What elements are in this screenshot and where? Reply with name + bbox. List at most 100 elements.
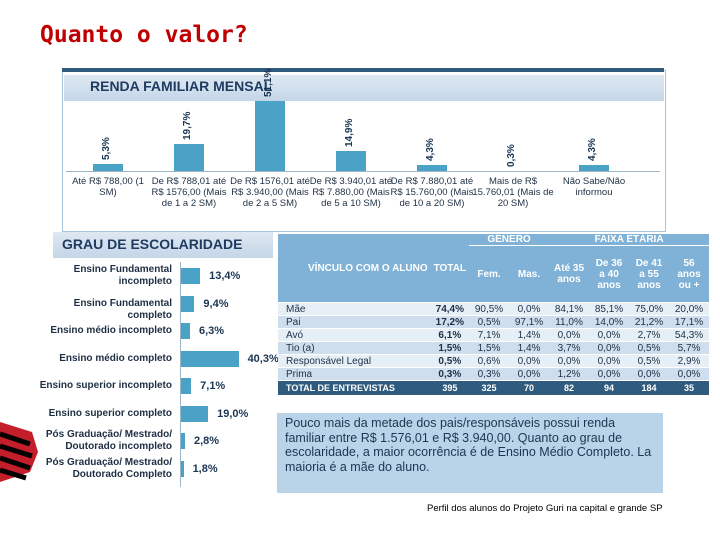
- slide-caption: Perfil dos alunos do Projeto Guri na cap…: [427, 503, 663, 514]
- table-header-vinculo: VÍNCULO COM O ALUNO: [278, 234, 431, 303]
- table-cell: 1,5%: [469, 341, 510, 355]
- income-bar: [417, 165, 447, 171]
- slide-title: Quanto o valor?: [40, 22, 248, 48]
- table-header-41-55: De 41 a 55 anos: [629, 245, 670, 303]
- table-cell: 0,5%: [629, 354, 670, 368]
- table-header-fem: Fem.: [469, 245, 510, 303]
- income-category-label: Mais de R$ 15.760,01 (Mais de 20 SM): [472, 176, 554, 209]
- education-bar-label: 6,3%: [199, 325, 225, 337]
- table-row: Avó 6,1% 7,1% 1,4% 0,0% 0,0% 2,7% 54,3%: [278, 328, 710, 342]
- table-cell: 1,5%: [430, 341, 470, 355]
- education-bar-label: 1,8%: [192, 462, 218, 475]
- table-header-56plus: 56 anos ou +: [669, 245, 710, 303]
- education-category-label: Ensino Fundamental completo: [73, 297, 172, 321]
- table-row-label: Mãe: [278, 302, 431, 316]
- table-cell: 0,0%: [589, 341, 630, 355]
- table-cell: 0,6%: [469, 354, 510, 368]
- table-row: Prima 0,3% 0,3% 0,0% 1,2% 0,0% 0,0% 0,0%: [278, 367, 710, 381]
- table-row-label: Pai: [278, 315, 431, 329]
- table-footer-cell: 35: [669, 380, 710, 396]
- table-header-total: TOTAL: [430, 234, 470, 303]
- income-bar-label: 4,3%: [587, 138, 598, 162]
- income-category-label: Até R$ 788,00 (1 SM): [72, 176, 144, 198]
- table-row-label: Responsável Legal: [278, 354, 431, 368]
- income-category-label: De R$ 788,01 até R$ 1576,00 (Mais de 1 a…: [151, 176, 227, 209]
- income-category-label: De R$ 3.940,01 até R$ 7.880,00 (Mais de …: [309, 176, 393, 209]
- education-bar: [181, 405, 209, 422]
- income-bar-label: 14,9%: [344, 118, 355, 147]
- table-cell: 17,1%: [669, 315, 710, 329]
- education-bar-label: 9,4%: [203, 297, 229, 310]
- logo-graphic: [0, 422, 38, 482]
- table-footer-cell: 82: [549, 380, 590, 396]
- income-bar-label: 4,3%: [425, 138, 436, 162]
- education-bar: [181, 433, 185, 449]
- table-cell: 21,2%: [629, 315, 670, 329]
- table-cell: 0,3%: [430, 367, 470, 381]
- table-cell: 84,1%: [549, 302, 590, 316]
- education-bar: [181, 268, 201, 284]
- education-category-label: Ensino superior completo: [48, 407, 172, 419]
- table-cell: 17,2%: [430, 315, 470, 329]
- table-cell: 74,4%: [430, 302, 470, 316]
- income-category-label: De R$ 7.880,01 até R$ 15.760,00 (Mais de…: [390, 176, 474, 209]
- table-cell: 1,4%: [509, 341, 550, 355]
- table-cell: 0,5%: [430, 354, 470, 368]
- table-cell: 0,0%: [589, 354, 630, 368]
- education-bar: [181, 460, 184, 477]
- table-cell: 2,9%: [669, 354, 710, 368]
- table-cell: 2,7%: [629, 328, 670, 342]
- table-cell: 1,2%: [549, 367, 590, 381]
- education-bar-label: 19,0%: [217, 407, 249, 420]
- table-cell: 75,0%: [629, 302, 670, 316]
- income-bar: [255, 101, 285, 171]
- table-cell: 90,5%: [469, 302, 510, 316]
- income-bar: [579, 165, 609, 171]
- income-category-label: Não Sabe/Não informou: [562, 176, 626, 198]
- table-footer-cell: 395: [430, 380, 470, 396]
- table-cell: 5,7%: [669, 341, 710, 355]
- income-chart-title: RENDA FAMILIAR MENSAL: [90, 78, 273, 94]
- education-chart-title: GRAU DE ESCOLARIDADE: [62, 236, 243, 252]
- income-chart-header: [64, 75, 664, 101]
- table-cell: 54,3%: [669, 328, 710, 342]
- relationship-table: VÍNCULO COM O ALUNO TOTAL GÊNERO FAIXA E…: [278, 234, 710, 396]
- education-category-label: Ensino Fundamental incompleto: [73, 264, 172, 287]
- income-bar: [336, 150, 366, 171]
- table-cell: 6,1%: [430, 328, 470, 342]
- education-category-label: Ensino superior incompleto: [39, 380, 172, 391]
- table-cell: 85,1%: [589, 302, 630, 316]
- table-cell: 14,0%: [589, 315, 630, 329]
- education-chart-header: [53, 232, 273, 258]
- table-footer-cell: 325: [469, 380, 510, 396]
- table-row: Responsável Legal 0,5% 0,6% 0,0% 0,0% 0,0% 0,5…: [278, 354, 710, 368]
- income-bar-label: 5,3%: [101, 136, 112, 160]
- education-bar: [181, 378, 192, 394]
- education-y-axis: [180, 262, 181, 487]
- table-cell: 0,0%: [509, 354, 550, 368]
- table-header-36-40: De 36 a 40 anos: [589, 245, 630, 303]
- table-row: Tio (a) 1,5% 1,5% 1,4% 3,7% 0,0% 0,5% 5,7%: [278, 341, 710, 355]
- table-body: Mãe 74,4% 90,5% 0,0% 84,1% 85,1% 75,0% 20,0% Pai…: [278, 302, 710, 396]
- table-footer-label: TOTAL DE ENTREVISTAS: [278, 380, 431, 396]
- table-footer-cell: 94: [589, 380, 630, 396]
- table-cell: 0,0%: [669, 367, 710, 381]
- education-category-label: Ensino médio completo: [59, 352, 172, 364]
- table-cell: 0,0%: [589, 367, 630, 381]
- income-chart-topline: [62, 68, 664, 72]
- table-cell: 0,5%: [629, 341, 670, 355]
- education-bar: [181, 323, 190, 339]
- education-category-label: Pós Graduação/ Mestrado/ Doutorado incom…: [45, 429, 172, 452]
- table-header-mas: Mas.: [509, 245, 550, 303]
- table-cell: 0,0%: [509, 302, 550, 316]
- table-row-label: Tio (a): [278, 341, 431, 355]
- income-bar: [174, 144, 204, 171]
- education-bar: [181, 295, 195, 312]
- table-cell: 11,0%: [549, 315, 590, 329]
- table-cell: 7,1%: [469, 328, 510, 342]
- education-bar-label: 40,3%: [247, 352, 279, 365]
- table-footer-row: TOTAL DE ENTREVISTAS 395 325 70 82 94 184 35: [278, 380, 710, 396]
- table-cell: 0,0%: [589, 328, 630, 342]
- table-cell: 0,0%: [629, 367, 670, 381]
- income-category-label: De R$ 1576,01 até R$ 3.940,00 (Mais de 2…: [230, 176, 310, 209]
